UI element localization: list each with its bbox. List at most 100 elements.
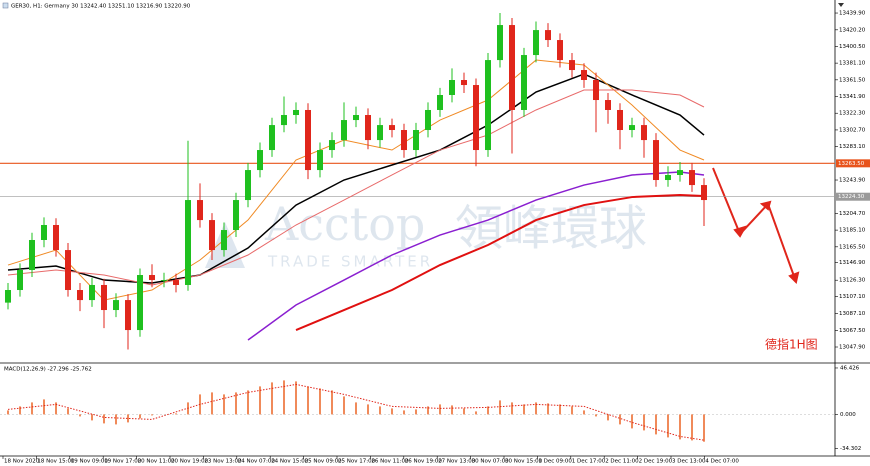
candle-body — [173, 280, 179, 285]
candle-body — [317, 150, 323, 171]
candle-body — [257, 150, 263, 171]
macd-bar — [103, 414, 105, 424]
macd-bar — [631, 414, 633, 429]
macd-bar — [439, 404, 441, 415]
macd-bar — [7, 410, 9, 415]
macd-bar — [79, 414, 81, 417]
y-tick-label: 13185.10 — [839, 228, 866, 234]
forecast-arrow — [712, 167, 796, 280]
candle-body — [533, 30, 539, 56]
candle-body — [305, 109, 311, 171]
x-tick-label: 1 Dec 17:00 — [572, 459, 606, 465]
candle-body — [473, 85, 479, 151]
x-tick-label: 27 Nov 13:00 — [438, 459, 476, 465]
y-tick-label: 13165.50 — [839, 244, 866, 250]
price-label: 13224.30 — [838, 194, 865, 200]
price-label: 13263.50 — [838, 161, 865, 167]
macd-bar — [259, 386, 261, 415]
candle-body — [41, 225, 47, 240]
candle-body — [605, 100, 611, 110]
x-tick-label: 30 Nov 07:00 — [472, 459, 510, 465]
watermark-tagline: TRADE SMARTER — [267, 253, 433, 271]
candle-body — [101, 284, 107, 311]
macd-bar — [487, 406, 489, 415]
y-tick-label: 13283.10 — [839, 144, 866, 150]
macd-bar — [463, 408, 465, 415]
macd-bar — [403, 410, 405, 415]
macd-bar — [91, 414, 93, 421]
candle-body — [545, 30, 551, 41]
candle-body — [125, 300, 131, 331]
candle-body — [89, 284, 95, 301]
candle-body — [641, 125, 647, 141]
x-tick-label: 25 Nov 17:00 — [338, 459, 376, 465]
x-tick-label: 24 Nov 15:00 — [271, 459, 309, 465]
macd-bar — [511, 402, 513, 415]
x-tick-label: 30 Nov 15:00 — [505, 459, 543, 465]
macd-bar — [367, 404, 369, 415]
candle-body — [29, 239, 35, 270]
candle-body — [521, 55, 527, 110]
macd-bar — [655, 414, 657, 435]
candle-body — [581, 70, 587, 80]
arrow-head — [733, 225, 748, 238]
macd-tick-label: 0.000 — [840, 412, 856, 418]
watermark-brand: Acctop — [264, 197, 425, 251]
candle-body — [329, 140, 335, 151]
macd-bar — [547, 403, 549, 415]
candle-body — [653, 140, 659, 181]
macd-bar — [379, 406, 381, 415]
x-tick-label: 19 Nov 09:00 — [71, 459, 109, 465]
y-tick-label: 13243.90 — [839, 178, 866, 184]
macd-bar — [271, 382, 273, 415]
x-tick-label: 19 Nov 17:00 — [104, 459, 142, 465]
macd-bar — [499, 400, 501, 415]
candle-body — [197, 200, 203, 221]
candle-body — [5, 290, 11, 303]
macd-bar — [307, 386, 309, 415]
macd-bar — [703, 414, 705, 442]
macd-bar — [139, 414, 141, 419]
candle-body — [113, 300, 119, 311]
candle-body — [233, 200, 239, 231]
candle-body — [425, 109, 431, 131]
y-tick-label: 13067.50 — [839, 328, 866, 334]
macd-bar — [667, 414, 669, 438]
macd-bar — [331, 390, 333, 415]
macd-bar — [343, 396, 345, 415]
macd-signal — [7, 383, 705, 441]
x-tick-label: 3 Dec 13:00 — [672, 459, 706, 465]
macd-bar — [595, 414, 597, 417]
macd-bar — [19, 406, 21, 415]
y-tick-label: 13126.30 — [839, 278, 866, 284]
candle-body — [593, 79, 599, 101]
x-tick-label: 26 Nov 11:00 — [371, 459, 409, 465]
candle-body — [449, 79, 455, 95]
macd-bar — [427, 406, 429, 415]
macd-bar — [415, 409, 417, 415]
candle-body — [245, 170, 251, 201]
candle-body — [149, 275, 155, 281]
y-tick-label: 13381.10 — [839, 61, 866, 67]
y-tick-label: 13322.30 — [839, 111, 866, 117]
macd-bar — [55, 402, 57, 415]
candle-body — [389, 125, 395, 131]
macd-tick-label: 46.426 — [840, 365, 860, 371]
macd-bar — [583, 410, 585, 415]
candle-body — [557, 40, 563, 61]
candle-body — [221, 230, 227, 251]
macd-bar — [235, 392, 237, 415]
chart-title: GER30, H1: Germany 30 13242.40 13251.10 … — [11, 4, 191, 10]
x-tick-label: 4 Dec 07:00 — [705, 459, 739, 465]
annotation: 德指1H图 — [765, 337, 818, 352]
candle-body — [341, 120, 347, 141]
macd-bar — [31, 402, 33, 415]
x-tick-label: 2 Dec 19:00 — [639, 459, 673, 465]
candle-body — [269, 125, 275, 151]
candle-body — [185, 200, 191, 285]
candle-body — [629, 125, 635, 131]
x-tick-label: 2 Dec 11:00 — [605, 459, 639, 465]
candle-body — [53, 225, 59, 251]
macd-bar — [607, 414, 609, 421]
candle-body — [281, 115, 287, 126]
